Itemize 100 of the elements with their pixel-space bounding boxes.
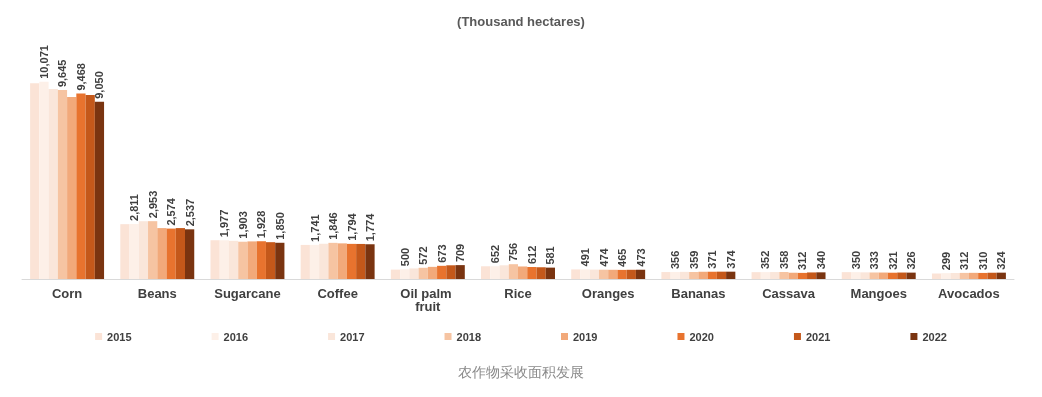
bar (508, 264, 518, 279)
data-label: 709 (454, 243, 467, 263)
bar (779, 271, 789, 279)
bar (987, 272, 997, 279)
bar (346, 243, 357, 279)
bar (185, 229, 195, 279)
data-label: 340 (814, 250, 827, 270)
bar (589, 269, 599, 279)
legend-label: 2020 (689, 330, 714, 343)
x-tick-label: Mangoes (850, 286, 907, 301)
bar (545, 267, 555, 279)
bar (869, 272, 879, 279)
bar (400, 269, 410, 279)
x-tick-label: Beans (137, 286, 177, 301)
data-label: 473 (634, 248, 647, 267)
data-label: 500 (398, 247, 411, 267)
data-label: 10,071 (37, 45, 50, 79)
bar (841, 272, 851, 279)
bar (67, 96, 77, 279)
bar (770, 272, 780, 279)
text: 农作物采收面积发展 (458, 364, 584, 380)
data-label: 1,741 (308, 214, 321, 242)
chart-title: (Thousand hectares) (457, 14, 585, 29)
bar (571, 269, 581, 279)
bar (48, 89, 58, 279)
bar (57, 90, 68, 279)
bar (148, 221, 158, 279)
data-label: 358 (777, 250, 790, 269)
bar (897, 272, 907, 279)
bar (626, 269, 636, 279)
bar (256, 241, 266, 279)
bar (210, 240, 220, 279)
bar (978, 272, 988, 279)
data-label: 2,811 (128, 194, 141, 221)
bar (30, 83, 40, 279)
legend-label: 2017 (340, 330, 365, 343)
legend-label: 2022 (922, 330, 947, 343)
bar (726, 271, 736, 279)
bar (157, 228, 167, 279)
x-tick-label: Avocados (938, 286, 1000, 301)
bar (906, 272, 916, 279)
data-label: 324 (995, 250, 1008, 270)
bar (265, 242, 276, 279)
data-label: 371 (706, 250, 719, 269)
bar (716, 271, 727, 279)
bar (455, 265, 465, 279)
data-label: 310 (976, 251, 989, 270)
bar (698, 271, 708, 279)
bar (247, 241, 257, 279)
bar (129, 223, 139, 279)
data-label: 326 (905, 251, 918, 270)
bar (751, 272, 761, 279)
bar (418, 267, 428, 279)
legend-label: 2019 (573, 330, 598, 343)
bar (968, 272, 979, 279)
bar (309, 244, 320, 279)
data-label: 9,468 (74, 63, 87, 91)
data-label: 572 (417, 246, 430, 265)
data-label: 312 (958, 251, 971, 270)
bar (959, 272, 969, 279)
x-tick-label: Oil palm fruit (400, 286, 456, 314)
data-label: 1,903 (236, 211, 249, 239)
x-tick-label: Corn (51, 286, 83, 301)
data-label: 352 (759, 250, 772, 270)
data-label: 2,953 (146, 190, 159, 219)
bar (580, 269, 590, 279)
data-label: 1,794 (345, 212, 358, 241)
bar (851, 272, 861, 279)
data-label: 9,645 (56, 59, 69, 88)
bar (499, 265, 509, 279)
bar (120, 224, 130, 279)
x-tick-label: Oranges (581, 286, 635, 301)
bar (300, 244, 310, 279)
data-label: 350 (849, 250, 862, 270)
data-label: 356 (669, 250, 682, 270)
bar (860, 272, 870, 279)
legend-label: 2016 (223, 330, 249, 343)
data-label: 673 (435, 244, 448, 263)
x-tick-label: Coffee (317, 286, 358, 301)
bar (661, 272, 671, 279)
data-label: 2,537 (183, 198, 196, 227)
x-tick-label: Bananas (671, 286, 726, 301)
bar (490, 266, 500, 279)
data-label: 333 (868, 251, 881, 270)
bar (39, 81, 49, 279)
data-label: 756 (507, 242, 520, 262)
data-label: 465 (616, 248, 629, 267)
bar (950, 273, 960, 279)
bar (238, 241, 248, 279)
data-label: 1,774 (363, 212, 376, 242)
bar (365, 244, 375, 279)
bar (275, 242, 285, 279)
data-label: 1,846 (327, 212, 340, 240)
bar (390, 269, 401, 279)
data-label: 652 (488, 244, 501, 264)
x-tick-label: Cassava (762, 286, 816, 301)
bar (788, 272, 798, 279)
bar (797, 272, 808, 279)
bar (166, 228, 176, 279)
x-tick-label: Sugarcane (214, 286, 281, 301)
